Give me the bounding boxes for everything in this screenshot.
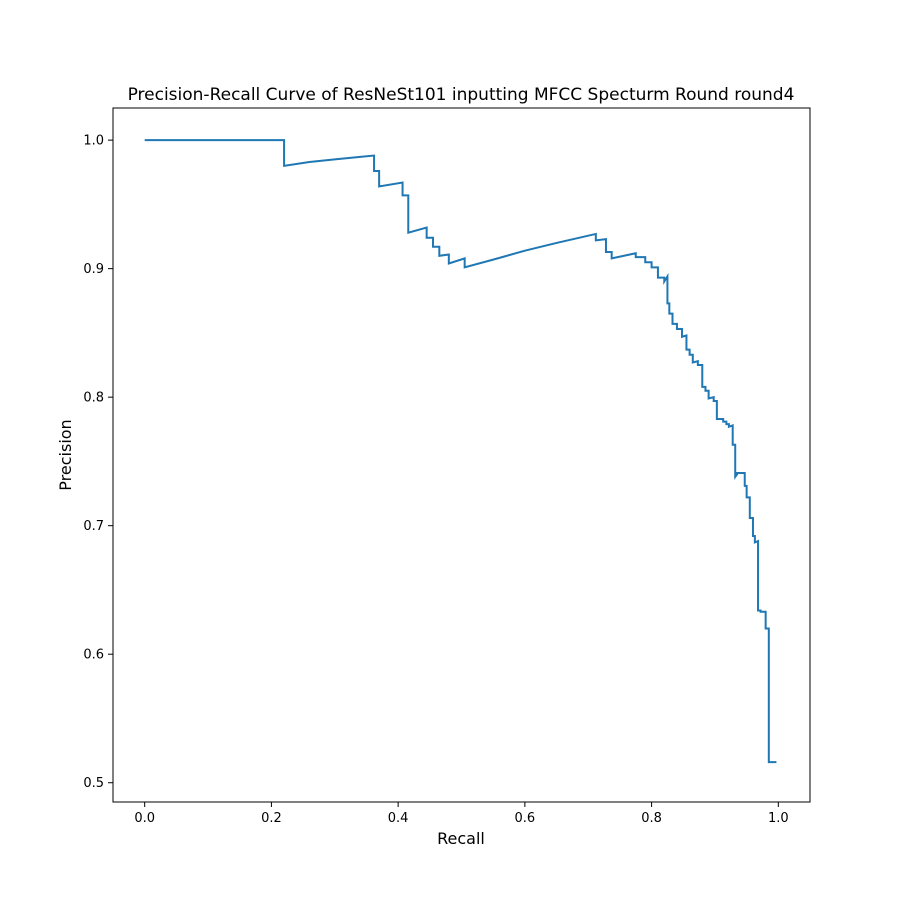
x-tick-label: 0.2 <box>261 811 282 826</box>
x-tick-label: 0.0 <box>134 811 155 826</box>
y-tick-label: 0.8 <box>83 391 104 406</box>
x-tick-label: 0.8 <box>641 811 662 826</box>
y-tick-label: 0.9 <box>83 262 104 277</box>
y-axis-label: Precision <box>56 419 75 490</box>
plot-frame <box>112 107 811 803</box>
y-axis: 0.5 0.6 0.7 0.8 0.9 1.0 <box>83 134 113 791</box>
x-axis: 0.0 0.2 0.4 0.6 0.8 1.0 <box>134 802 789 826</box>
x-tick-label: 1.0 <box>768 811 789 826</box>
x-tick-label: 0.4 <box>388 811 409 826</box>
x-axis-label: Recall <box>437 829 485 848</box>
pr-curve-line <box>144 139 777 764</box>
x-tick-label: 0.6 <box>515 811 536 826</box>
chart-title: Precision-Recall Curve of ResNeSt101 inp… <box>128 85 795 105</box>
y-tick-label: 1.0 <box>83 134 104 149</box>
y-tick-label: 0.5 <box>83 776 104 791</box>
y-tick-label: 0.6 <box>83 648 104 663</box>
y-tick-label: 0.7 <box>83 519 104 534</box>
